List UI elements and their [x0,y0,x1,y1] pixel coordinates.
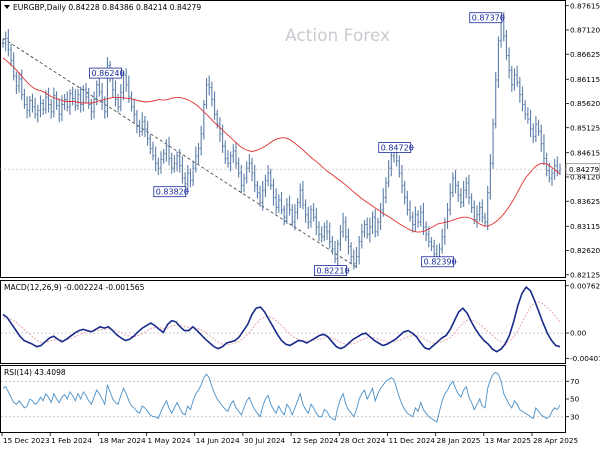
annotation-label: 0.86240 [92,69,125,78]
annotation-box [378,142,412,153]
moving-average-line [2,57,561,233]
annotation-label: 0.83820 [156,187,189,196]
annotation-box [314,265,347,276]
price-tick-label: 0.85125 [570,123,600,132]
x-tick-label: 30 Jul 2024 [244,436,286,445]
annotation-label: 0.82210 [316,266,349,275]
price-tick-label: 0.84615 [570,148,600,157]
symbol-header: EURGBP,Daily 0.84228 0.84386 0.84214 0.8… [13,3,201,12]
rsi-y-axis: 70 50 30 [566,377,580,421]
watermark-text: Action Forex [285,26,390,46]
rsi-line-group [2,371,561,423]
price-tick-label: 0.85620 [570,99,600,108]
annotation-box [153,186,187,198]
x-tick-label: 11 Dec 2024 [388,436,435,445]
price-y-axis: 0.87615 0.87120 0.86625 0.86115 0.85620 0.851… [566,1,600,279]
macd-y-axis: 0.007623 0.00 -0.004073 [566,281,600,363]
price-tick-label: 0.84120 [570,173,600,182]
date-x-axis: 15 Dec 2023 1 Feb 2024 18 Mar 2024 1 May 20… [0,432,578,445]
price-bars-group [1,11,562,270]
x-tick-label: 15 Dec 2023 [3,436,50,445]
x-tick-label: 14 Jun 2024 [196,436,240,445]
macd-panel: MACD(12,26,9) -0.002224 -0.001565 [0,280,566,364]
last-price-box [565,163,600,176]
macd-tick-label: 0.00 [570,329,587,338]
price-panel-frame [0,0,566,278]
rsi-tick-label: 70 [570,377,580,386]
macd-line [2,285,561,353]
rsi-label: RSI(14) 43.4098 [4,368,66,377]
price-tick-label: 0.87120 [570,26,600,35]
price-panel: EURGBP,Daily 0.84228 0.84386 0.84214 0.8… [0,0,566,278]
macd-tick-label: -0.004073 [570,354,600,363]
rsi-tick-label: 50 [570,395,580,404]
moving-average-group [2,57,561,233]
x-tick-label: 1 May 2024 [148,436,191,445]
x-tick-label: 18 Mar 2024 [99,436,146,445]
x-tick-label: 28 Jan 2025 [437,436,481,445]
price-tick-label: 0.86625 [570,50,600,59]
price-tick-label: 0.87615 [570,1,600,10]
x-tick-label: 1 Feb 2024 [51,436,92,445]
last-price-tag: 0.84279 [565,163,600,176]
price-annotations-group: 0.86240 0.83820 0.82210 0.84720 0.82390 0.873… [89,12,505,276]
macd-signal-line [2,301,561,346]
macd-tick-label: 0.007623 [570,281,600,290]
dropdown-triangle-icon[interactable] [4,5,10,9]
macd-lines-group [2,285,561,353]
x-tick-label: 12 Sep 2024 [292,436,339,445]
price-tick-label: 0.86115 [570,75,600,84]
x-tick-label: 13 Mar 2025 [485,436,531,445]
rsi-line [2,371,561,423]
x-tick-label: 28 Apr 2025 [533,436,578,445]
annotation-box [89,67,122,79]
annotation-label: 0.82390 [424,258,457,267]
rsi-tick-label: 30 [570,412,580,421]
macd-panel-frame [0,280,566,364]
annotation-label: 0.87370 [472,14,505,23]
price-tick-label: 0.82620 [570,246,600,255]
x-tick-label: 28 Oct 2024 [340,436,385,445]
macd-label: MACD(12,26,9) -0.002224 -0.001565 [4,283,145,292]
last-price-value: 0.84279 [569,165,600,174]
annotation-box [421,256,454,268]
price-tick-label: 0.83625 [570,197,600,206]
annotation-box [469,12,503,24]
price-tick-label: 0.82125 [570,270,600,279]
price-tick-label: 0.83115 [570,222,600,231]
annotation-label: 0.84720 [381,143,414,152]
